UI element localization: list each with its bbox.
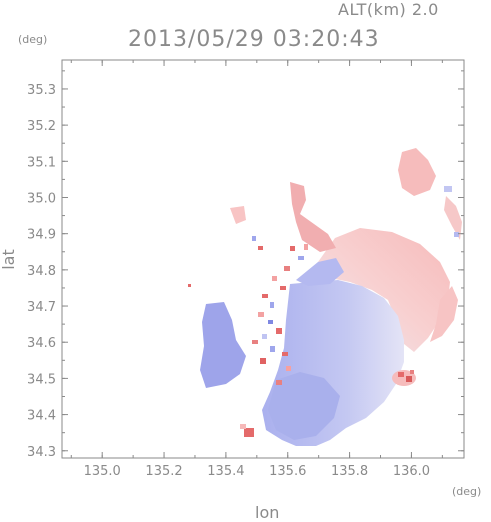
- y-tick-label: 34.5: [27, 372, 56, 387]
- x-tick-label: 135.6: [269, 464, 306, 479]
- receding-echo-band: [430, 286, 458, 342]
- x-tick-label: 136.0: [393, 464, 430, 479]
- y-tick-label: 35.3: [27, 83, 56, 98]
- y-tick-label: 35.1: [27, 155, 56, 170]
- approaching-echo-core: [268, 372, 340, 440]
- echo-field: [188, 148, 462, 446]
- x-tick-label: 135.4: [207, 464, 244, 479]
- y-tick-label: 35.2: [27, 119, 56, 134]
- clutter-speckles: [188, 236, 308, 437]
- y-tick-label: 34.4: [27, 409, 56, 424]
- axis-tick-labels: 135.0 135.2 135.4 135.6 135.8 136.0 34.3 34.4 34…: [27, 83, 430, 479]
- approaching-echo-west: [200, 302, 246, 388]
- receding-echo-north: [398, 148, 436, 196]
- x-tick-label: 135.0: [84, 464, 121, 479]
- y-tick-label: 34.6: [27, 336, 56, 351]
- y-tick-label: 34.7: [27, 300, 56, 315]
- receding-echo-arc: [444, 196, 462, 240]
- y-unit-label: (deg): [18, 33, 48, 46]
- altitude-label: ALT(km) 2.0: [338, 0, 439, 19]
- strong-receding-cell: [392, 186, 459, 386]
- receding-echo-region: [318, 228, 450, 352]
- y-tick-label: 34.8: [27, 264, 56, 279]
- y-tick-label: 34.9: [27, 228, 56, 243]
- x-unit-label: (deg): [452, 485, 482, 498]
- y-tick-label: 34.3: [27, 445, 56, 460]
- receding-echo-ridge: [290, 182, 336, 252]
- x-tick-label: 135.8: [331, 464, 368, 479]
- receding-echo-spot: [230, 206, 246, 224]
- x-tick-label: 135.2: [145, 464, 182, 479]
- plot-frame: [61, 59, 465, 459]
- y-tick-label: 35.0: [27, 191, 56, 206]
- datetime-title: 2013/05/29 03:20:43: [128, 27, 380, 52]
- x-axis-label: lon: [255, 503, 280, 522]
- axis-ticks: [62, 60, 464, 458]
- approaching-echo-mid: [296, 258, 344, 286]
